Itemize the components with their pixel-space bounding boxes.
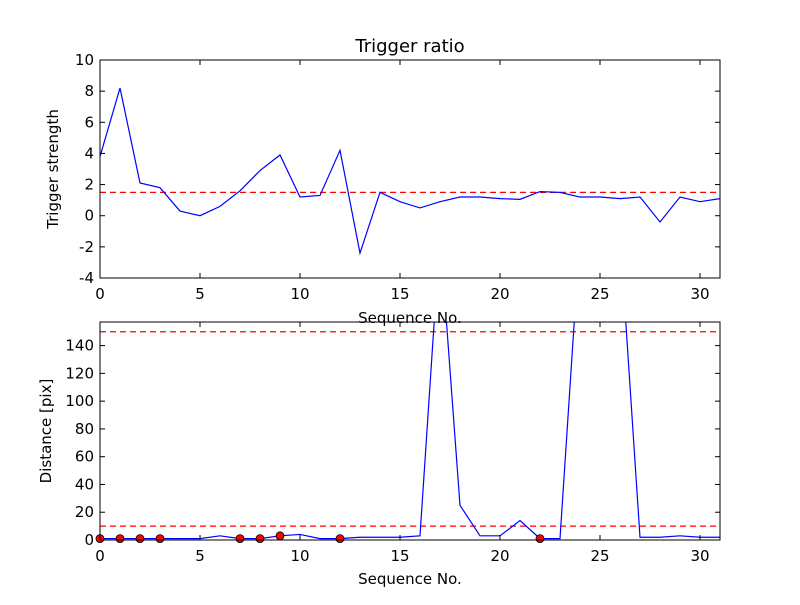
x-tick-label: 20 — [490, 547, 509, 565]
x-tick-label: 10 — [290, 547, 309, 565]
bottom-chart: 0 5 10 15 20 25 30 0 20 40 60 80 100 120 140 Sequence … — [37, 321, 721, 588]
x-tick-label: 10 — [290, 285, 309, 303]
x-tick-label: 15 — [390, 285, 409, 303]
y-tick-label: 140 — [65, 337, 94, 355]
y-tick-label: 100 — [65, 392, 94, 410]
series-line — [100, 322, 720, 540]
y-tick-label: 4 — [84, 144, 94, 162]
plot-data-layer — [100, 87, 720, 256]
y-tick-label: 0 — [84, 531, 94, 549]
highlight-marker — [255, 534, 265, 544]
bottom-plot-area: 0 5 10 15 20 25 30 0 20 40 60 80 100 120 140 — [65, 321, 721, 565]
highlight-marker — [135, 534, 145, 544]
highlight-marker — [535, 534, 545, 544]
x-tick-label: 0 — [95, 285, 105, 303]
highlight-marker — [275, 531, 285, 541]
y-tick-label: 80 — [75, 420, 94, 438]
y-axis-label: Trigger strength — [44, 109, 62, 230]
highlight-marker — [235, 534, 245, 544]
y-tick-label: -4 — [79, 269, 94, 287]
y-tick-label: 60 — [75, 448, 94, 466]
series-line — [100, 87, 720, 256]
plot-data-layer — [100, 322, 720, 540]
x-axis-label: Sequence No. — [358, 570, 462, 588]
y-tick-label: 20 — [75, 503, 94, 521]
x-tick-label: 15 — [390, 547, 409, 565]
x-tick-label: 5 — [195, 285, 205, 303]
x-tick-label: 25 — [590, 285, 609, 303]
y-tick-label: 2 — [84, 176, 94, 194]
highlight-marker — [155, 534, 165, 544]
x-tick-label: 30 — [690, 547, 709, 565]
y-tick-label: 0 — [84, 207, 94, 225]
x-tick-label: 25 — [590, 547, 609, 565]
y-tick-label: 6 — [84, 113, 94, 131]
y-tick-label: 8 — [84, 82, 94, 100]
chart-title: Trigger ratio — [354, 36, 464, 57]
plot-frame — [99, 59, 721, 279]
top-plot-area: 0 5 10 15 20 25 30 -4 -2 0 2 4 6 8 10 — [75, 51, 721, 303]
y-tick-label: -2 — [79, 238, 94, 256]
y-tick-label: 10 — [75, 51, 94, 69]
y-tick-label: 40 — [75, 475, 94, 493]
highlight-marker — [115, 534, 125, 544]
x-tick-label: 20 — [490, 285, 509, 303]
y-tick-label: 120 — [65, 364, 94, 382]
x-tick-label: 0 — [95, 547, 105, 565]
plot-frame — [99, 321, 721, 541]
x-tick-label: 5 — [195, 547, 205, 565]
highlight-marker — [335, 534, 345, 544]
y-axis-label: Distance [pix] — [37, 379, 55, 484]
x-tick-label: 30 — [690, 285, 709, 303]
